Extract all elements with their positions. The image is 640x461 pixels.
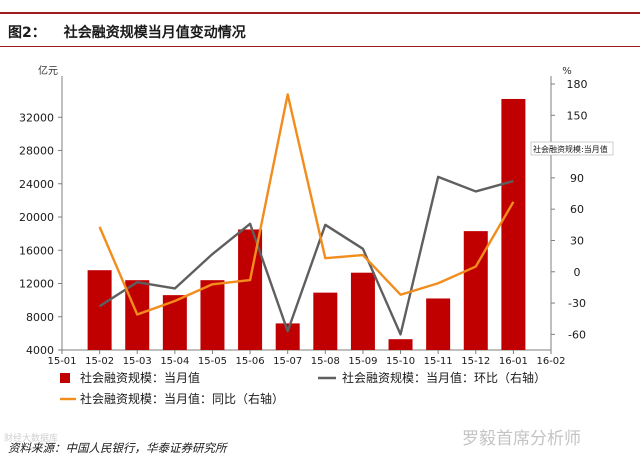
corner-watermark: 财经大数据库 bbox=[4, 434, 59, 444]
bar bbox=[426, 298, 451, 350]
x-tick-label: 16-01 bbox=[499, 356, 528, 367]
bar bbox=[87, 270, 112, 350]
bar bbox=[501, 98, 526, 351]
figure-title: 图2： 社会融资规模当月值变动情况 bbox=[8, 22, 246, 42]
annotation-box bbox=[530, 141, 614, 156]
x-tick-label: 15-11 bbox=[424, 356, 453, 367]
x-tick-label: 15-09 bbox=[348, 356, 377, 367]
left-tick-label: 20000 bbox=[19, 211, 54, 224]
x-tick-label: 15-03 bbox=[123, 356, 152, 367]
x-tick-label: 16-02 bbox=[536, 356, 565, 367]
bar bbox=[350, 272, 375, 350]
legend-mom-label: 社会融资规模：当月值：环比（右轴） bbox=[342, 370, 546, 385]
left-tick-label: 8000 bbox=[26, 311, 54, 324]
bar bbox=[275, 323, 300, 350]
mom-line bbox=[98, 175, 514, 336]
legend: 社会融资规模：当月值 社会融资规模：当月值：环比（右轴） 社会融资规模：当月值：同比… bbox=[60, 370, 546, 406]
source-note: 资料来源：中国人民银行，华泰证券研究所 bbox=[8, 441, 227, 455]
right-tick-label: -30 bbox=[568, 297, 586, 310]
right-tick-label: 30 bbox=[570, 234, 584, 247]
x-tick-label: 15-12 bbox=[461, 356, 490, 367]
left-tick-label: 24000 bbox=[19, 178, 54, 191]
x-tick-label: 15-05 bbox=[198, 356, 227, 367]
figure-number: 图2： bbox=[8, 25, 46, 41]
top-rule bbox=[0, 12, 640, 14]
x-tick-label: 15-10 bbox=[386, 356, 415, 367]
bar bbox=[238, 229, 263, 350]
x-tick-label: 15-04 bbox=[160, 356, 189, 367]
yoy-line bbox=[98, 93, 515, 316]
x-tick-label: 15-07 bbox=[273, 356, 302, 367]
x-tick-label: 15-08 bbox=[311, 356, 340, 367]
title-rule bbox=[0, 46, 640, 47]
right-tick-label: 90 bbox=[570, 172, 584, 185]
axis-labels: 4000 8000 12000 16000 20000 24000 28000 32000 亿元… bbox=[19, 64, 614, 367]
right-tick-label: 180 bbox=[567, 78, 588, 91]
figure-title-text: 社会融资规模当月值变动情况 bbox=[63, 25, 246, 41]
right-tick-label: 150 bbox=[567, 109, 588, 122]
annotation-label: 社会融资规模:当月值 bbox=[533, 144, 608, 154]
right-tick-label: 0 bbox=[574, 266, 581, 279]
bar bbox=[388, 339, 413, 350]
left-tick-label: 4000 bbox=[26, 344, 54, 357]
legend-bar-label: 社会融资规模：当月值 bbox=[80, 370, 200, 385]
x-tick-label: 15-06 bbox=[236, 356, 265, 367]
watermark: 罗毅首席分析师 bbox=[462, 429, 581, 449]
x-tick-label: 15-01 bbox=[47, 356, 76, 367]
legend-yoy-label: 社会融资规模：当月值：同比（右轴） bbox=[80, 391, 284, 406]
line-series bbox=[98, 93, 515, 336]
bar-series bbox=[87, 98, 526, 351]
legend-bar-swatch bbox=[60, 373, 70, 383]
right-tick-label: 60 bbox=[570, 203, 584, 216]
left-tick-label: 28000 bbox=[19, 145, 54, 158]
right-axis-unit: % bbox=[562, 66, 572, 77]
left-tick-label: 16000 bbox=[19, 244, 54, 257]
bar bbox=[463, 231, 488, 350]
left-tick-label: 32000 bbox=[19, 111, 54, 124]
chart: 4000 8000 12000 16000 20000 24000 28000 32000 亿元… bbox=[19, 64, 614, 406]
right-tick-label: -60 bbox=[568, 328, 586, 341]
bar bbox=[200, 280, 225, 350]
x-tick-label: 15-02 bbox=[85, 356, 114, 367]
bar bbox=[313, 292, 338, 350]
left-tick-label: 12000 bbox=[19, 278, 54, 291]
left-axis-unit: 亿元 bbox=[38, 64, 58, 77]
